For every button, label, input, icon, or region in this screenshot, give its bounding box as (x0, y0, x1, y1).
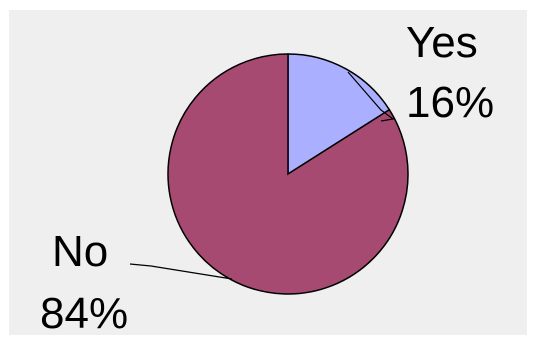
slice-label-no: No (52, 227, 108, 276)
leader-line-yes (347, 71, 395, 122)
slice-value-no: 84% (40, 289, 128, 338)
pie-slices (167, 53, 409, 295)
leader-line-no (129, 263, 233, 280)
slice-label-yes: Yes (406, 18, 478, 67)
leader-lines (129, 71, 395, 280)
pie-slice-yes (287, 53, 391, 176)
slice-value-yes: 16% (406, 78, 494, 127)
